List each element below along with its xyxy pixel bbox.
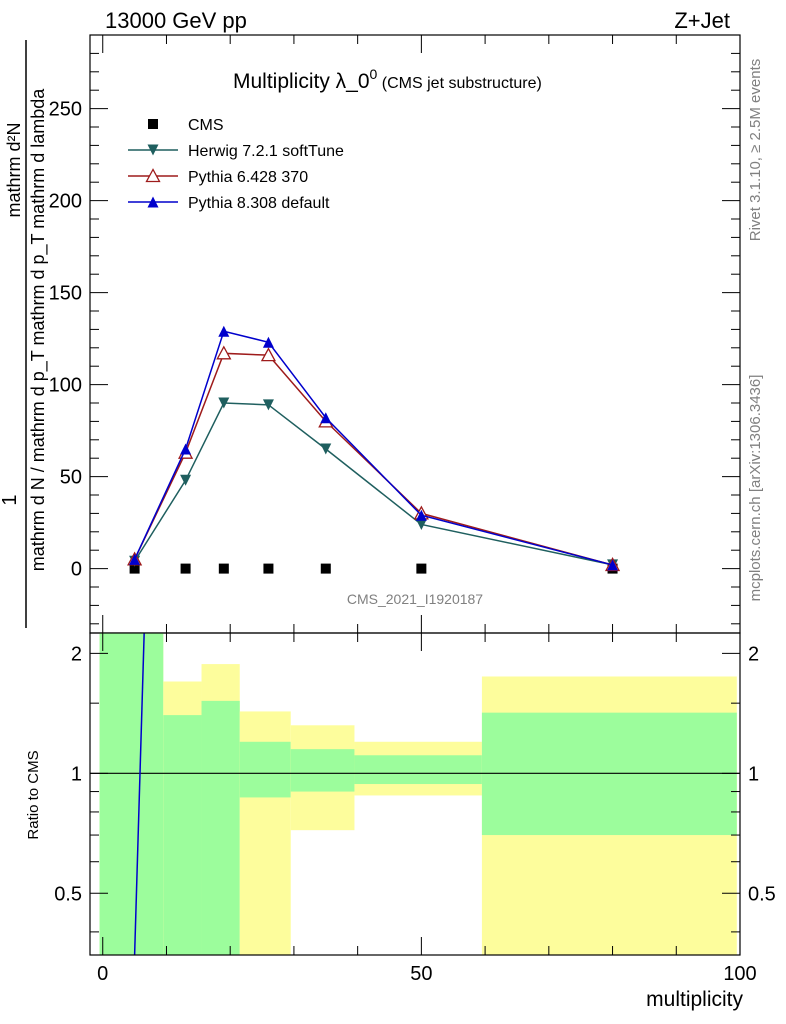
y-tick-label: 0 — [71, 559, 82, 581]
series-line — [133, 330, 613, 566]
ratio-inner-band — [239, 741, 291, 798]
data-point — [180, 563, 191, 574]
legend-label: Pythia 6.428 370 — [188, 169, 308, 186]
main-subtitle: (CMS jet substructure) — [382, 75, 542, 92]
x-tick-label: 0 — [97, 963, 108, 985]
y-tick-label: 50 — [60, 467, 82, 489]
analysis-watermark: CMS_2021_I1920187 — [347, 591, 483, 607]
mcplots-site-label: mcplots.cern.ch [arXiv:1306.3436] — [747, 375, 764, 602]
data-point — [415, 518, 427, 530]
ratio-ticks: 0.5 0.5 1 1 2 2 0 50 100 — [54, 633, 776, 985]
y-label-prefix: 1 — [0, 494, 21, 505]
y-tick-label: 150 — [49, 283, 82, 305]
data-point — [262, 336, 274, 348]
series-pythia-8-308-default — [129, 325, 619, 571]
main-title-superscript: 0 — [370, 66, 378, 82]
main-y-ticks: 0 50 100 150 200 250 — [49, 35, 741, 633]
data-point — [262, 399, 274, 411]
legend-marker — [147, 196, 159, 208]
legend-item: CMS — [148, 117, 224, 134]
ratio-series — [90, 632, 740, 956]
legend-label: CMS — [188, 117, 224, 134]
ratio-y-tick-label-right: 1 — [748, 763, 759, 785]
svg-text:Multiplicity λ_00 (CMS jet sub: Multiplicity λ_00 (CMS jet substructure) — [233, 66, 542, 93]
y-label-denominator: mathrm d N / mathrm d p_T mathrm d p_T m… — [28, 88, 49, 571]
ratio-y-tick-label-right: 2 — [748, 643, 759, 665]
data-point — [129, 563, 140, 574]
data-point — [415, 509, 427, 521]
ratio-inner-band — [354, 755, 482, 785]
legend-marker — [145, 168, 161, 183]
energy-label: 13000 GeV pp — [105, 8, 247, 33]
ratio-inner-band — [163, 715, 202, 955]
data-point — [180, 443, 192, 455]
x-tick-label: 50 — [410, 963, 432, 985]
legend-item: Pythia 8.308 default — [128, 195, 330, 212]
legend-marker — [147, 144, 159, 156]
data-point — [260, 347, 277, 362]
main-series — [127, 325, 621, 574]
data-point — [218, 325, 230, 337]
main-y-axis-label: 1 mathrm d²N mathrm d N / mathrm d p_T m… — [0, 40, 49, 628]
ratio-y-label: Ratio to CMS — [25, 750, 42, 839]
ratio-plot-panel: 0.5 0.5 1 1 2 2 0 50 100 Ratio to CMS multiplici… — [25, 632, 776, 1011]
legend-marker — [148, 119, 158, 129]
data-point — [320, 443, 332, 455]
y-tick-label: 200 — [49, 191, 82, 213]
ratio-series-line — [133, 632, 145, 956]
x-axis-label: multiplicity — [646, 988, 743, 1011]
series-line — [133, 402, 613, 566]
series-herwig-7-2-1-softtune — [129, 397, 619, 571]
ratio-uncertainty-bands — [99, 633, 737, 955]
series-cms — [129, 563, 618, 574]
data-point — [218, 563, 229, 574]
ratio-y-tick-label: 1 — [71, 763, 82, 785]
main-title: Multiplicity λ_00 (CMS jet substructure) — [233, 66, 542, 93]
data-point — [320, 563, 331, 574]
ratio-inner-band — [201, 700, 240, 955]
series-pythia-6-428-370 — [127, 345, 621, 572]
y-tick-label: 100 — [49, 375, 82, 397]
data-point — [129, 553, 141, 565]
main-plot-panel: 0 50 100 150 200 250 CMS_2021_I1920187 Multip… — [49, 34, 741, 634]
main-title-text: Multiplicity λ_0 — [233, 70, 370, 93]
ratio-inner-band — [290, 749, 355, 792]
data-point — [320, 412, 332, 424]
data-point — [416, 563, 427, 574]
rivet-version-label: Rivet 3.1.10, ≥ 2.5M events — [747, 59, 764, 242]
y-label-numerator: mathrm d²N — [4, 122, 24, 217]
ratio-y-tick-label-right: 0.5 — [748, 883, 776, 905]
ratio-inner-band — [99, 633, 164, 955]
legend-item: Herwig 7.2.1 softTune — [128, 143, 344, 160]
legend-label: Pythia 8.308 default — [188, 195, 330, 212]
legend: CMS Herwig 7.2.1 softTune Pythia 6.428 370… — [128, 117, 344, 212]
process-label: Z+Jet — [674, 8, 730, 33]
ratio-frame — [89, 632, 741, 956]
data-point — [180, 474, 192, 486]
ratio-y-tick-label: 0.5 — [54, 883, 82, 905]
data-point — [607, 559, 619, 571]
data-point — [263, 563, 274, 574]
ratio-y-tick-label: 2 — [71, 643, 82, 665]
data-point — [218, 397, 230, 409]
x-tick-label: 100 — [723, 963, 756, 985]
legend-item: Pythia 6.428 370 — [128, 168, 308, 186]
legend-label: Herwig 7.2.1 softTune — [188, 143, 344, 160]
y-tick-label: 250 — [49, 99, 82, 121]
data-point — [216, 345, 232, 360]
